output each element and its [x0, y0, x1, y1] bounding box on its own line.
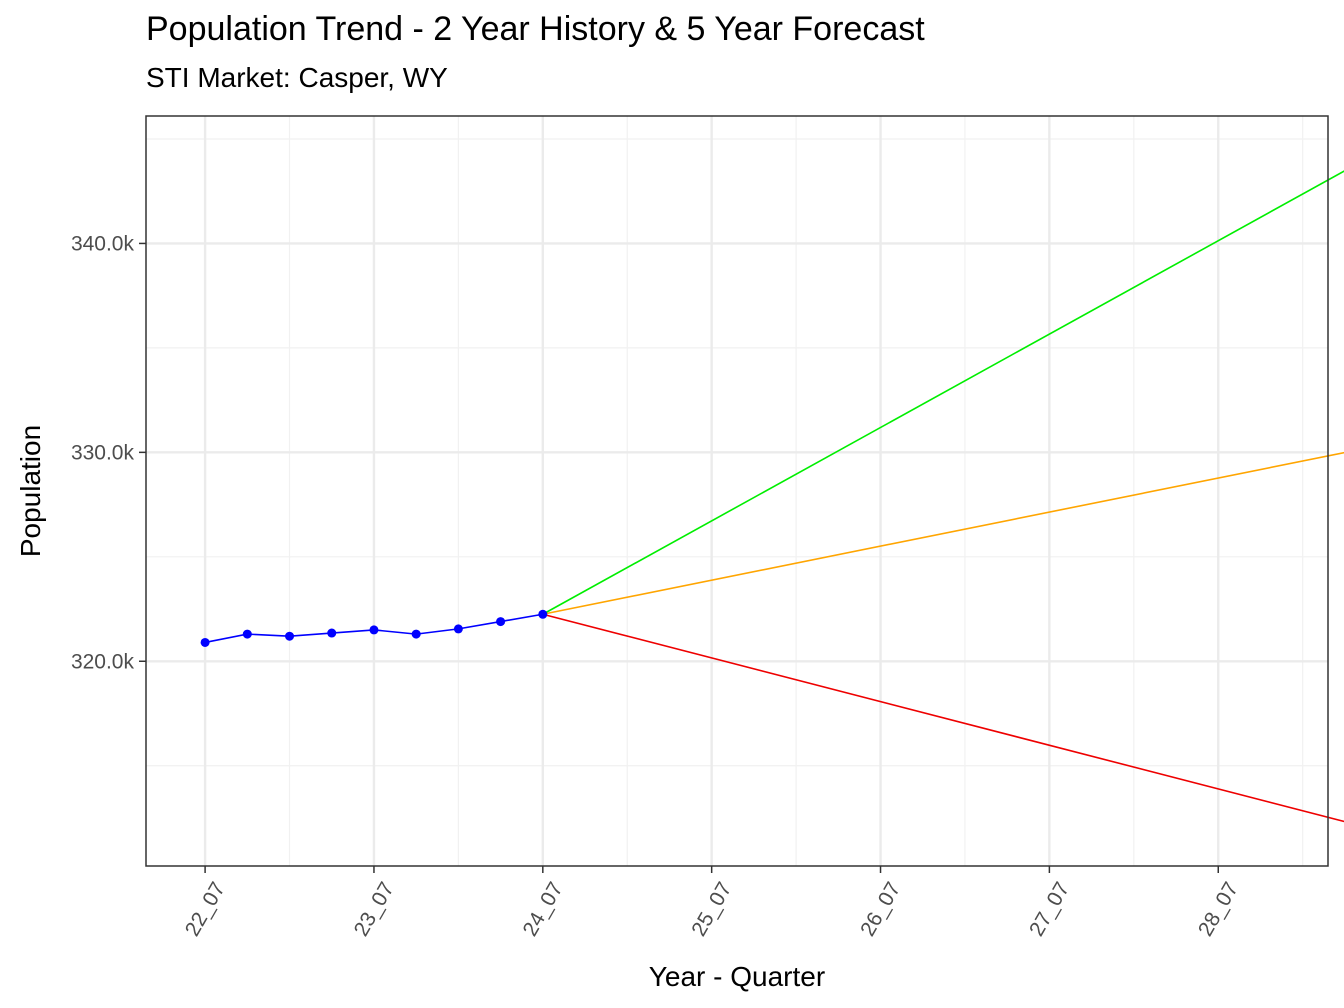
- chart-subtitle: STI Market: Casper, WY: [146, 62, 448, 93]
- data-point-0-6: [453, 624, 463, 634]
- grid-major: [146, 116, 1328, 866]
- data-point-0-3: [327, 628, 337, 638]
- y-axis-title: Population: [15, 425, 46, 557]
- x-tick-label: 23_07: [350, 878, 399, 940]
- data-point-0-5: [411, 629, 421, 639]
- x-tick-label: 28_07: [1194, 878, 1243, 940]
- series-lines: [204, 170, 1344, 823]
- series-points: [200, 609, 548, 647]
- y-axis: 320.0k 330.0k 340.0k: [71, 232, 146, 673]
- data-point-0-2: [285, 631, 295, 641]
- y-tick-label: 330.0k: [71, 441, 135, 464]
- y-tick-label: 320.0k: [71, 650, 135, 673]
- data-point-0-7: [496, 617, 506, 627]
- series-line-1: [542, 170, 1344, 615]
- x-tick-label: 26_07: [856, 878, 905, 940]
- data-point-0-8: [538, 609, 548, 619]
- x-tick-label: 25_07: [687, 878, 736, 940]
- plot-panel-border: [145, 115, 1329, 867]
- chart-title: Population Trend - 2 Year History & 5 Ye…: [146, 10, 925, 48]
- x-tick-label: 27_07: [1025, 878, 1074, 940]
- x-tick-label: 22_07: [181, 878, 230, 940]
- series-line-3: [542, 613, 1344, 823]
- x-axis-title: Year - Quarter: [649, 961, 825, 992]
- y-tick-label: 340.0k: [71, 232, 135, 255]
- data-point-0-4: [369, 625, 379, 635]
- data-point-0-0: [200, 637, 210, 647]
- data-point-0-1: [242, 629, 252, 639]
- x-tick-label: 24_07: [518, 878, 567, 940]
- series-line-2: [542, 451, 1344, 616]
